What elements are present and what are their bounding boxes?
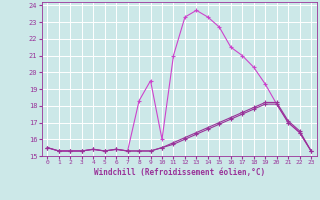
- X-axis label: Windchill (Refroidissement éolien,°C): Windchill (Refroidissement éolien,°C): [94, 168, 265, 177]
